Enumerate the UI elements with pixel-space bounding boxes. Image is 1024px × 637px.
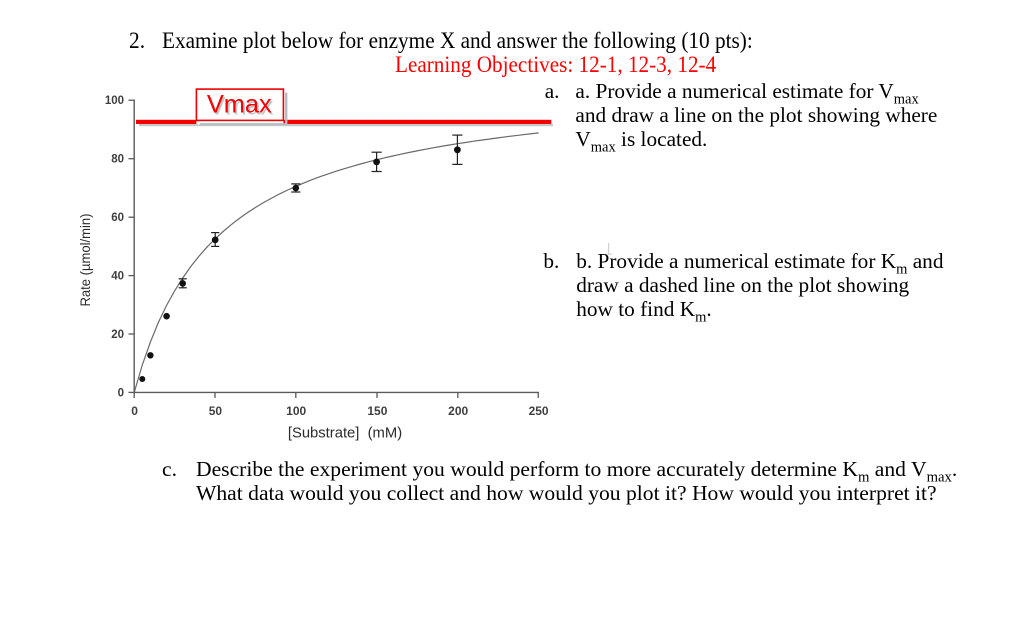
svg-text:250: 250 xyxy=(529,404,549,418)
svg-text:60: 60 xyxy=(111,212,124,224)
svg-text:100: 100 xyxy=(286,404,306,418)
svg-text:80: 80 xyxy=(111,154,124,166)
svg-text:20: 20 xyxy=(111,329,124,341)
svg-text:100: 100 xyxy=(105,95,124,107)
svg-text:Vmax: Vmax xyxy=(209,92,274,120)
svg-text:0: 0 xyxy=(131,404,138,418)
svg-text:150: 150 xyxy=(367,404,387,418)
svg-text:Vmax: Vmax xyxy=(207,90,272,118)
svg-text:50: 50 xyxy=(209,404,223,418)
svg-text:40: 40 xyxy=(111,271,124,283)
svg-text:[Substrate] (mM): [Substrate] (mM) xyxy=(288,426,402,442)
svg-text:Rate (µmol/min): Rate (µmol/min) xyxy=(77,214,93,307)
svg-text:200: 200 xyxy=(448,404,468,418)
svg-text:0: 0 xyxy=(118,387,124,399)
